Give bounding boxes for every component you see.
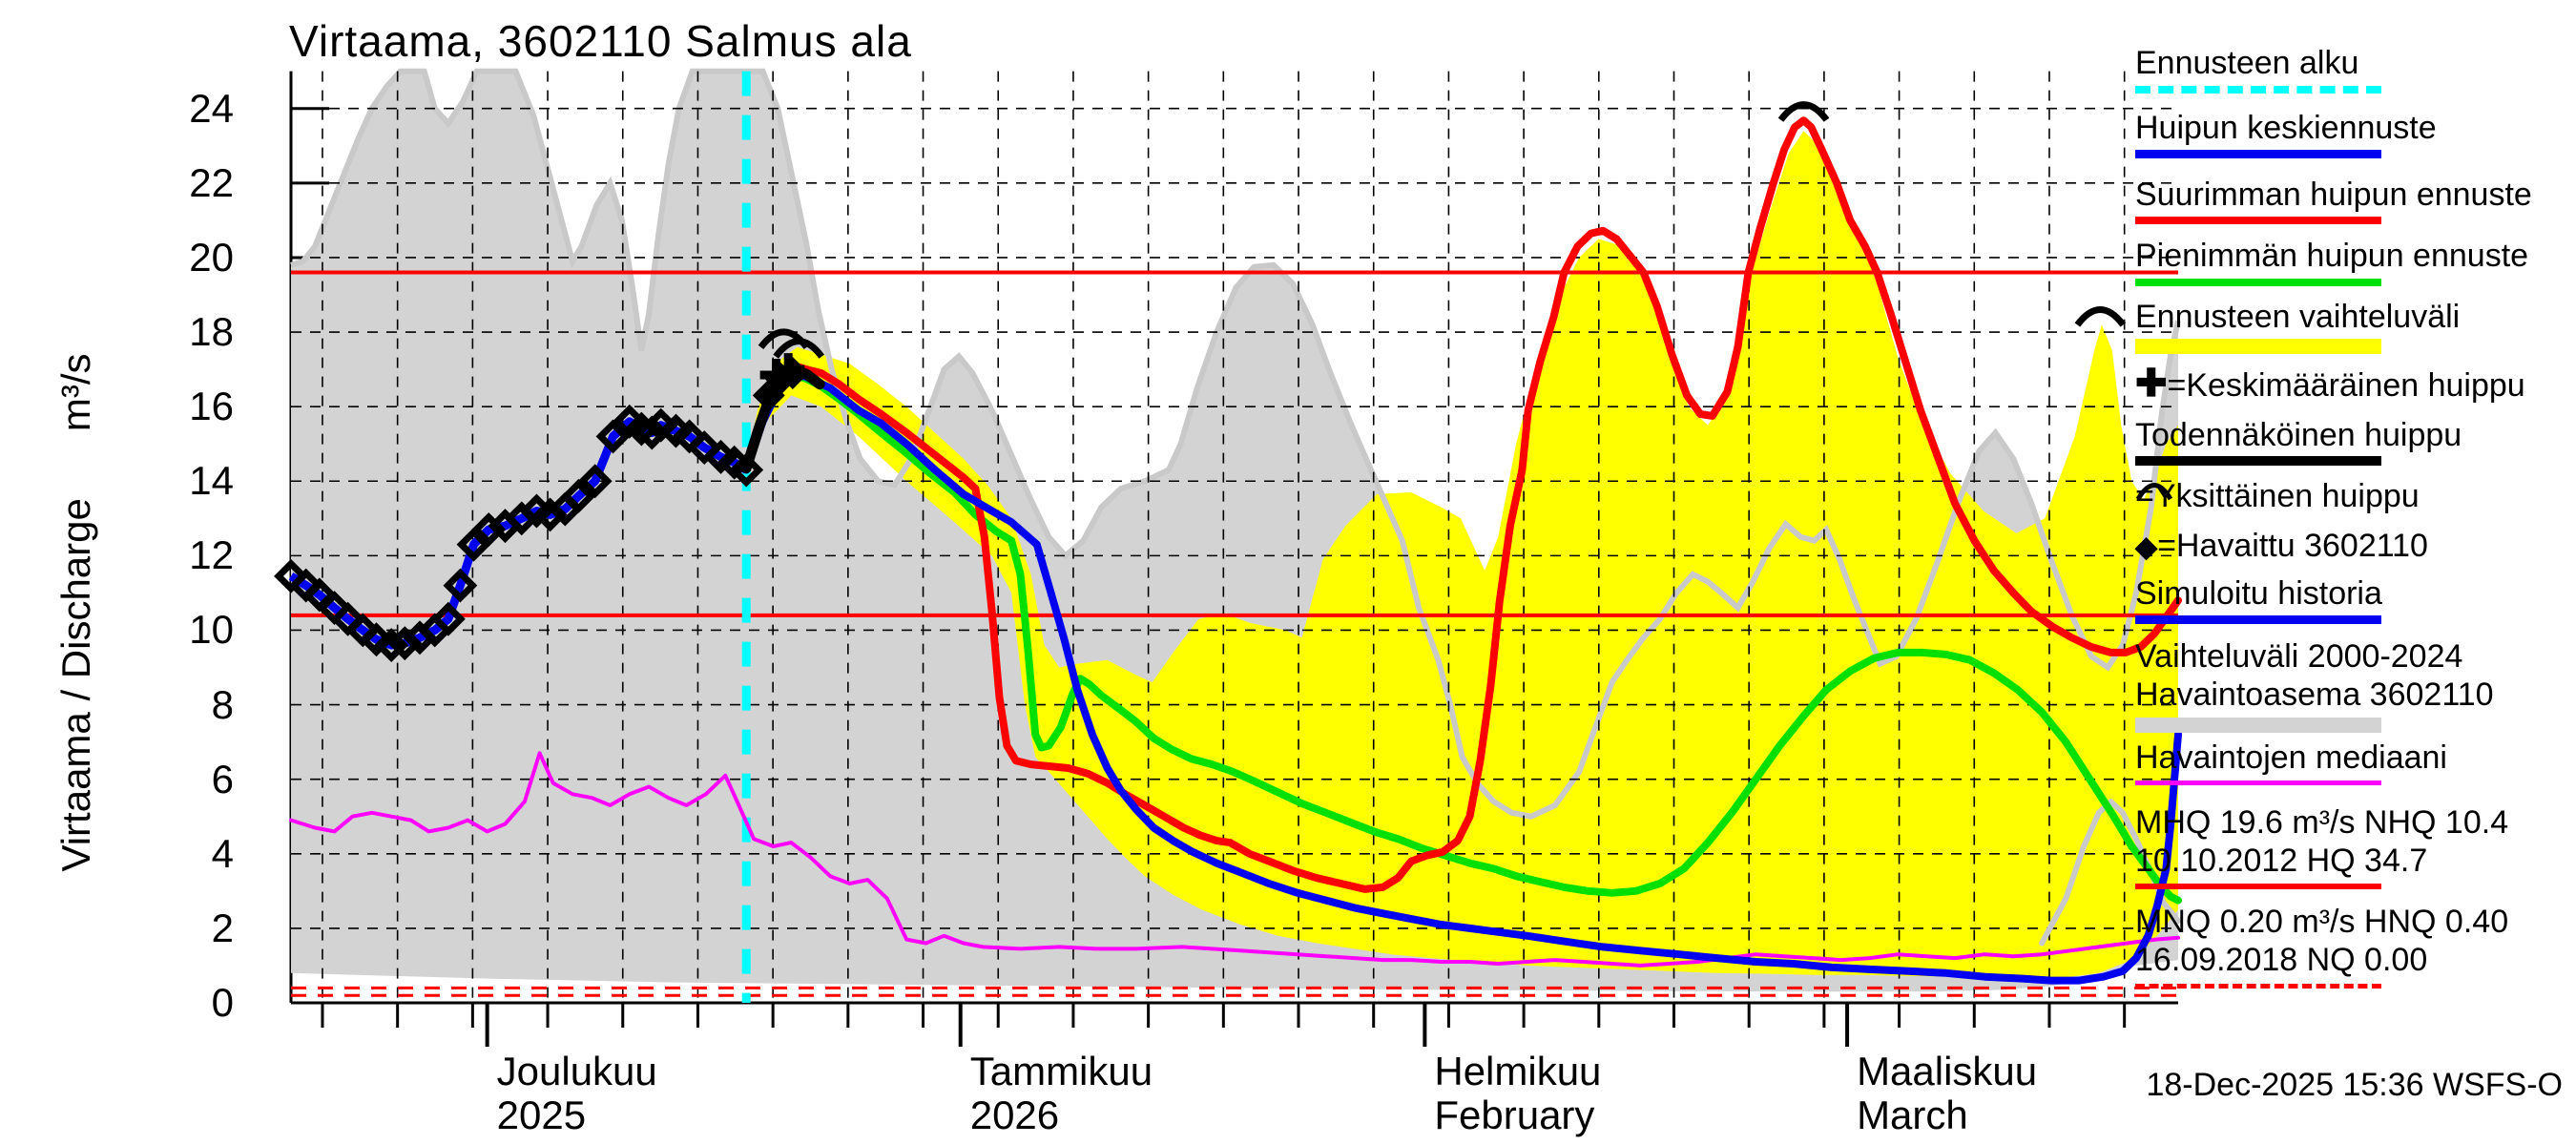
legend-item-mhq-stats: MHQ 19.6 m³/s NHQ 10.4 10.10.2012 HQ 34.7 xyxy=(2135,803,2508,880)
legend-label: MHQ 19.6 m³/s NHQ 10.4 xyxy=(2135,804,2509,841)
timestamp: 18-Dec-2025 15:36 WSFS-O xyxy=(2146,1067,2563,1103)
y-tick-label: 10 xyxy=(189,607,234,653)
legend-sample-forecast-range xyxy=(2135,339,2381,354)
legend-item-forecast-start: Ennusteen alku xyxy=(2135,44,2358,82)
legend-item-single-peak: =Yksittäinen huippu xyxy=(2135,477,2420,515)
legend-item-simulated-history: Simuloitu historia xyxy=(2135,574,2382,613)
legend-sample-max-peak xyxy=(2135,217,2381,224)
month-label-joulukuu: Joulukuu 2025 xyxy=(496,1049,657,1137)
legend-item-average-peak: ✚=Keskimääräinen huippu xyxy=(2135,364,2525,405)
peak-annotations xyxy=(752,101,2127,412)
legend-sample-mean-peak xyxy=(2135,150,2381,158)
legend-label: =Keskimääräinen huippu xyxy=(2167,367,2525,404)
legend-sample-observation-median xyxy=(2135,781,2381,785)
legend-label: Ennusteen alku xyxy=(2135,45,2359,81)
legend-item-mnq-stats: MNQ 0.20 m³/s HNQ 0.40 16.09.2018 NQ 0.00 xyxy=(2135,903,2508,979)
gridlines xyxy=(291,71,2178,1003)
month-label-tammikuu: Tammikuu 2026 xyxy=(969,1049,1153,1137)
legend-item-mean-peak: Huipun keskiennuste xyxy=(2135,109,2437,147)
y-tick-label: 22 xyxy=(189,159,234,205)
legend-sample-history-range xyxy=(2135,718,2381,733)
legend-sample-min-peak xyxy=(2135,279,2381,286)
legend-label: Ennusteen vaihteluväli xyxy=(2135,299,2461,335)
legend-item-history-range: Vaihteluväli 2000-2024 Havaintoasema 3602… xyxy=(2135,637,2494,714)
diamond-icon: ◆ xyxy=(2135,531,2158,563)
legend-label: Havaintojen mediaani xyxy=(2135,739,2447,776)
chart-title: Virtaama, 3602110 Salmus ala xyxy=(289,16,912,66)
havaittu-observed-markers xyxy=(274,404,764,663)
y-tick-label: 18 xyxy=(189,309,234,355)
legend-label-2: 10.10.2012 HQ 34.7 xyxy=(2135,843,2428,879)
legend-item-max-peak: Suurimman huipun ennuste xyxy=(2135,176,2532,214)
legend-label: =Havaittu 3602110 xyxy=(2157,528,2428,564)
legend-item-probable-peak: Todennäköinen huippu xyxy=(2135,416,2462,454)
month-label-helmikuu: Helmikuu February xyxy=(1434,1049,1602,1137)
legend-label: Suurimman huipun ennuste xyxy=(2135,177,2532,213)
legend-label: Pienimmän huipun ennuste xyxy=(2135,238,2529,274)
y-tick-label: 6 xyxy=(211,756,234,802)
y-tick-label: 0 xyxy=(211,980,234,1025)
huipun-keskiennuste-blue xyxy=(742,369,2182,985)
legend-sample-forecast-start xyxy=(2135,86,2381,94)
legend-sample-probable-peak xyxy=(2135,456,2381,466)
legend-label: Vaihteluväli 2000-2024 xyxy=(2135,638,2463,675)
y-tick-label: 8 xyxy=(211,681,234,727)
legend-sample-simulated-history xyxy=(2135,615,2381,624)
legend-label: Simuloitu historia xyxy=(2135,575,2382,612)
legend-label: Huipun keskiennuste xyxy=(2135,110,2437,146)
y-tick-label: 16 xyxy=(189,384,234,429)
y-tick-label: 12 xyxy=(189,532,234,578)
legend-item-forecast-range: Ennusteen vaihteluväli xyxy=(2135,298,2460,336)
legend-item-observation-median: Havaintojen mediaani xyxy=(2135,739,2447,777)
legend-item-min-peak: Pienimmän huipun ennuste xyxy=(2135,237,2528,275)
arc-icon xyxy=(2135,483,2173,501)
havaintojen-mediaani-magenta xyxy=(289,751,2180,968)
y-tick-label: 14 xyxy=(189,458,234,504)
legend-label: =Yksittäinen huippu xyxy=(2135,478,2420,514)
pienimman-huipun-ennuste-green xyxy=(742,371,2182,905)
x-axis xyxy=(291,1001,2178,1047)
legend-label: Todennäköinen huippu xyxy=(2135,417,2462,453)
y-tick-label: 24 xyxy=(189,85,234,131)
history-range-edge-silver xyxy=(290,68,2181,820)
suurimman-huipun-ennuste-red xyxy=(742,116,2182,893)
legend-sample-mhq-stats xyxy=(2135,884,2381,889)
y-tick-label: 20 xyxy=(189,234,234,280)
legend-item-observed: ◆=Havaittu 3602110 xyxy=(2135,527,2428,567)
legend-label-2: Havaintoasema 3602110 xyxy=(2135,677,2494,713)
month-label-maaliskuu: Maaliskuu March xyxy=(1857,1049,2038,1137)
plus-icon: ✚ xyxy=(2135,363,2168,405)
legend-sample-mnq-stats xyxy=(2135,984,2381,989)
legend-label-2: 16.09.2018 NQ 0.00 xyxy=(2135,942,2428,978)
y-tick-label: 4 xyxy=(211,830,234,876)
legend-label: MNQ 0.20 m³/s HNQ 0.40 xyxy=(2135,904,2509,940)
y-tick-label: 2 xyxy=(211,905,234,950)
